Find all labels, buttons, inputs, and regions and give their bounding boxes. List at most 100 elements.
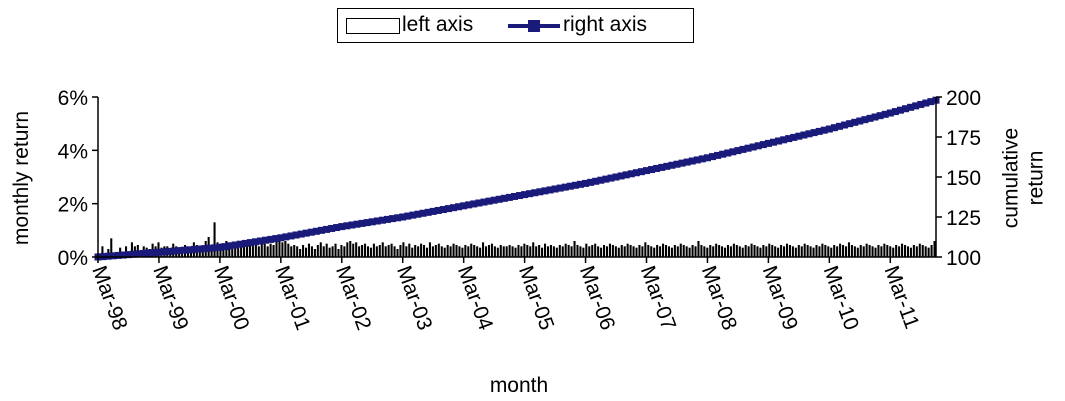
- line-marker: [216, 243, 224, 251]
- bar: [464, 245, 467, 257]
- line-marker: [267, 235, 275, 243]
- bar: [827, 246, 830, 257]
- bar: [511, 246, 514, 257]
- line-marker: [541, 187, 549, 195]
- bar: [455, 245, 458, 257]
- bar: [467, 246, 470, 257]
- line-marker: [546, 186, 554, 194]
- x-tick-label: Mar-06: [575, 263, 619, 333]
- line-marker: [836, 122, 844, 130]
- bar: [549, 245, 552, 257]
- bar: [428, 242, 431, 257]
- bar: [387, 245, 390, 257]
- bar: [461, 247, 464, 257]
- line-marker: [876, 112, 884, 120]
- bar: [673, 245, 676, 257]
- bar: [638, 245, 641, 257]
- line-marker: [444, 205, 452, 213]
- bar: [886, 245, 889, 257]
- line-marker: [800, 131, 808, 139]
- line-marker: [383, 215, 391, 223]
- line-marker: [571, 181, 579, 189]
- line-marker: [206, 244, 214, 252]
- line-marker: [394, 214, 402, 222]
- line-marker: [455, 203, 463, 211]
- bar: [842, 245, 845, 257]
- line-marker: [663, 162, 671, 170]
- legend-line-swatch: [508, 20, 560, 32]
- line-marker: [287, 232, 295, 240]
- bar: [425, 247, 429, 257]
- line-marker: [683, 158, 691, 166]
- line-marker: [810, 129, 818, 137]
- line-marker: [637, 168, 645, 176]
- bar: [608, 243, 611, 257]
- bar: [287, 243, 290, 257]
- line-marker: [627, 170, 635, 178]
- bar: [617, 247, 620, 257]
- line-marker: [262, 236, 270, 244]
- line-marker: [409, 211, 417, 219]
- legend-bar-swatch: [346, 18, 400, 34]
- y-left-tick-label: 0%: [58, 247, 88, 270]
- bar: [579, 246, 582, 257]
- bar: [632, 246, 635, 257]
- line-marker: [830, 124, 838, 132]
- bar: [431, 246, 434, 257]
- bar: [535, 246, 538, 257]
- line-marker: [475, 199, 483, 207]
- bar: [892, 247, 895, 257]
- bar: [476, 246, 479, 257]
- bar: [682, 245, 685, 257]
- line-marker: [673, 160, 681, 168]
- bar: [921, 245, 924, 257]
- line-marker: [764, 139, 772, 147]
- bar: [520, 246, 523, 257]
- bar: [759, 247, 762, 257]
- line-marker: [378, 216, 386, 224]
- line-marker: [317, 226, 325, 234]
- line-marker: [861, 116, 869, 124]
- bar: [299, 249, 302, 257]
- line-marker: [709, 153, 717, 161]
- bar: [765, 246, 768, 257]
- line-marker: [246, 239, 254, 247]
- line-marker: [150, 249, 158, 257]
- line-marker: [343, 222, 351, 230]
- bar: [532, 242, 535, 257]
- line-marker: [622, 171, 630, 179]
- bar: [234, 245, 237, 257]
- bar: [328, 247, 331, 257]
- bar: [396, 249, 399, 257]
- line-marker: [678, 159, 686, 167]
- bar: [243, 245, 246, 257]
- bar: [815, 245, 818, 257]
- line-marker: [612, 173, 620, 181]
- bar: [266, 246, 269, 257]
- bar: [384, 246, 387, 257]
- bar: [709, 245, 712, 257]
- bar: [762, 245, 765, 257]
- line-marker: [795, 132, 803, 140]
- line-marker: [389, 215, 397, 223]
- bar: [502, 246, 505, 257]
- line-marker: [516, 192, 524, 200]
- bar: [898, 246, 901, 257]
- line-marker: [769, 138, 777, 146]
- bar: [272, 245, 275, 257]
- line-marker: [891, 108, 899, 116]
- line-marker: [465, 201, 473, 209]
- line-marker: [251, 238, 259, 246]
- line-marker: [902, 105, 910, 113]
- line-marker: [490, 196, 498, 204]
- bar: [375, 246, 378, 257]
- line-series: [94, 96, 940, 261]
- bar: [552, 246, 555, 257]
- bar: [785, 243, 789, 257]
- line-marker: [282, 233, 290, 241]
- line-marker: [739, 145, 747, 153]
- bar: [222, 245, 225, 257]
- bar: [567, 245, 570, 257]
- bar: [647, 245, 650, 257]
- line-marker: [744, 144, 752, 152]
